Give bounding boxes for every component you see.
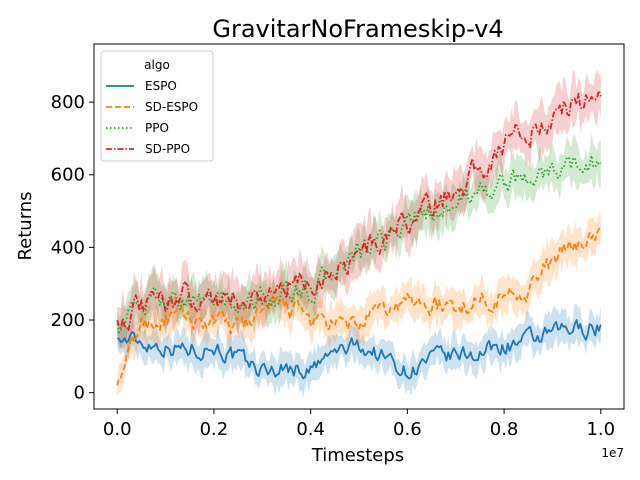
- legend-label-sd-espo: SD-ESPO: [145, 100, 198, 114]
- axes-frame: [93, 43, 625, 410]
- x-tick-label: 0.8: [490, 419, 519, 440]
- series-line-sd-espo: [116, 227, 602, 386]
- legend-label-ppo: PPO: [145, 121, 169, 135]
- x-tick-label: 0.4: [296, 419, 325, 440]
- series-lines: [116, 89, 602, 386]
- x-tick-label: 1.0: [586, 419, 615, 440]
- y-tick-label: 200: [51, 310, 85, 331]
- series-line-ppo: [116, 154, 602, 334]
- x-axis-ticks: 0.0 0.2 0.4 0.6 0.8 1.0: [103, 409, 615, 440]
- legend-entries: ESPO SD-ESPO PPO SD-PPO: [106, 79, 198, 156]
- y-tick-label: 800: [51, 92, 85, 113]
- x-tick-label: 0.0: [103, 419, 132, 440]
- x-tick-label: 0.6: [393, 419, 422, 440]
- series-line-sd-ppo: [116, 89, 602, 332]
- y-axis-label: Returns: [15, 191, 36, 260]
- band-espo: [117, 303, 601, 398]
- legend-title: algo: [144, 58, 170, 72]
- legend-label-sd-ppo: SD-PPO: [145, 142, 190, 156]
- x-axis-offset-label: 1e7: [601, 446, 624, 460]
- y-axis-ticks: 0 200 400 600 800: [51, 92, 94, 404]
- band-sd-espo: [117, 212, 601, 396]
- chart-title: GravitarNoFrameskip-v4: [212, 15, 503, 43]
- legend-box: [100, 50, 214, 162]
- legend: algo ESPO SD-ESPO PPO SD-PPO: [100, 50, 214, 162]
- y-tick-label: 0: [74, 383, 85, 404]
- y-tick-label: 400: [51, 237, 85, 258]
- x-tick-label: 0.2: [200, 419, 229, 440]
- y-tick-label: 600: [51, 165, 85, 186]
- band-sd-ppo: [117, 69, 601, 361]
- series-line-espo: [116, 319, 602, 380]
- x-axis-label: Timesteps: [311, 445, 404, 466]
- legend-label-espo: ESPO: [145, 79, 177, 93]
